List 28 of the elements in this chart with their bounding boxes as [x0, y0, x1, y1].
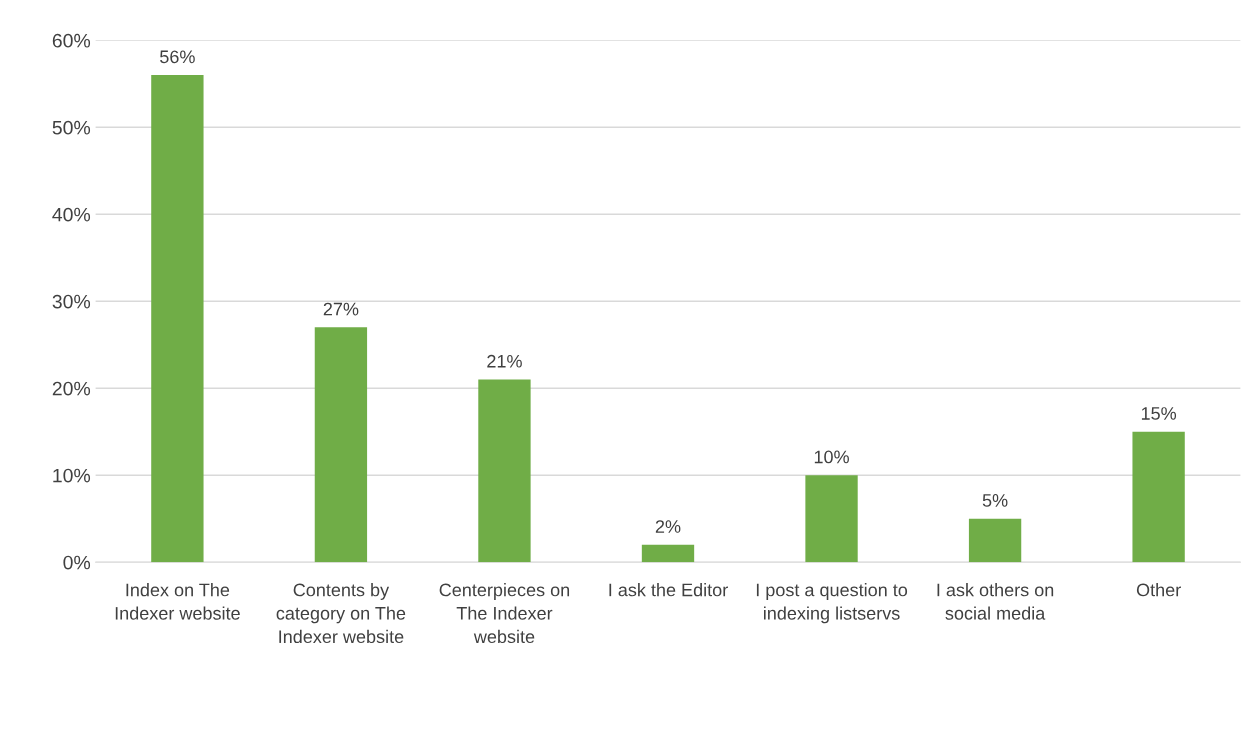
y-tick-label: 30% — [52, 294, 91, 309]
bar — [641, 544, 695, 563]
data-label: 5% — [982, 494, 1008, 507]
bar — [805, 475, 858, 563]
x-tick-label: Contents by category on The Indexer website — [276, 583, 406, 644]
bar — [968, 518, 1022, 563]
y-tick-label: 0% — [63, 555, 91, 570]
x-tick-label: I ask the Editor — [609, 583, 728, 597]
x-tick-label: Index on The Indexer website — [115, 583, 240, 620]
data-label: 10% — [814, 450, 849, 464]
bar — [1132, 431, 1185, 563]
y-tick-label: 10% — [53, 468, 91, 483]
data-label: 15% — [1141, 407, 1177, 420]
y-tick-label: 40% — [52, 207, 91, 222]
data-label: 27% — [323, 302, 359, 316]
y-tick-label: 50% — [52, 120, 91, 135]
bar — [314, 327, 368, 563]
x-tick-label: Centerpieces on The Indexer website — [439, 583, 570, 644]
x-tick-label: I post a question to indexing listservs — [756, 583, 908, 624]
data-label: 2% — [655, 520, 681, 533]
bar — [151, 75, 204, 563]
data-label: 21% — [487, 354, 522, 368]
y-tick-label: 60% — [52, 33, 91, 48]
y-tick-label: 20% — [52, 381, 91, 396]
x-tick-label: Other — [1136, 583, 1181, 597]
bar — [478, 379, 531, 563]
data-label: 56% — [160, 50, 195, 64]
x-tick-label: I ask others on social media — [937, 583, 1054, 620]
